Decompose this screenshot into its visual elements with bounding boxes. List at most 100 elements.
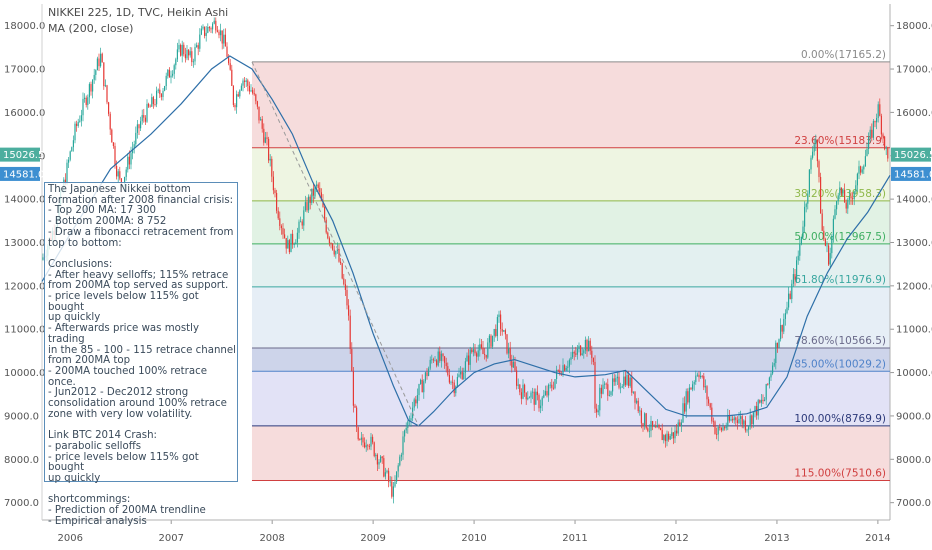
candle-body [397, 465, 399, 472]
candle-body [816, 139, 818, 162]
fib-level-label: 61.80%(11976.9) [794, 274, 886, 286]
candle-body [188, 49, 190, 56]
candle-body [220, 30, 222, 36]
candle-body [368, 446, 370, 447]
candle-body [404, 430, 406, 437]
note-line: - Top 200 MA: 17 300 [48, 205, 156, 217]
price-badge-lower-right [891, 166, 931, 181]
y-tick-label-right: 7000.0 [896, 498, 931, 509]
candle-body [431, 359, 433, 361]
candle-body [132, 148, 134, 154]
note-line: up quickly [48, 312, 101, 324]
candle-body [290, 233, 292, 253]
analysis-note[interactable]: The Japanese Nikkei bottom formation afte… [44, 182, 238, 527]
candle-body [788, 293, 790, 308]
candle-body [440, 353, 442, 361]
candle-body [687, 391, 689, 403]
candle-body [98, 58, 100, 67]
candle-body [191, 51, 193, 63]
candle-body [221, 30, 223, 44]
candle-body [629, 377, 631, 386]
candle-body [266, 137, 268, 139]
candle-body [125, 169, 127, 177]
candle-body [92, 79, 94, 92]
candle-body [530, 392, 532, 398]
candle-body [208, 27, 210, 29]
candle-body [472, 349, 474, 353]
candle-body [634, 391, 636, 403]
candle-body [508, 347, 510, 354]
fib-level-label: 100.00%(8769.9) [794, 413, 886, 425]
candle-body [288, 240, 290, 253]
candle-body [861, 169, 863, 173]
candle-body [309, 196, 311, 203]
candle-body [796, 260, 798, 280]
candle-body [762, 399, 764, 402]
candle-body [573, 351, 575, 354]
note-line: - Prediction of 200MA trendline [48, 505, 206, 517]
candle-body [343, 278, 345, 285]
candle-body [879, 104, 881, 116]
candle-body [260, 119, 262, 121]
candle-body [597, 410, 599, 413]
candle-body [224, 34, 226, 47]
candle-body [860, 166, 862, 173]
candle-body [725, 426, 727, 429]
candle-body [378, 461, 380, 465]
candle-body [572, 351, 574, 358]
candle-body [514, 362, 516, 371]
candle-body [356, 407, 358, 428]
candle-body [544, 391, 546, 395]
candle-body [791, 283, 793, 299]
note-line: shortcommings: [48, 494, 131, 506]
candle-body [636, 400, 638, 403]
candle-body [173, 65, 175, 74]
candle-body [250, 90, 252, 92]
fib-zone [251, 200, 890, 244]
candle-body [69, 151, 71, 160]
candle-body [295, 242, 297, 245]
candle-body [876, 118, 878, 123]
candle-body [300, 221, 302, 223]
candle-body [512, 362, 514, 368]
candle-body [794, 274, 796, 280]
candle-body [692, 384, 694, 390]
candle-body [712, 421, 714, 423]
candle-body [559, 370, 561, 374]
candle-body [245, 80, 247, 82]
candle-body [557, 369, 559, 371]
candle-body [149, 106, 151, 108]
y-tick-label-left: 18000.0 [4, 21, 45, 32]
candle-body [581, 353, 583, 356]
candle-body [578, 345, 580, 349]
candle-body [82, 98, 84, 116]
candle-body [106, 85, 108, 103]
candle-body [471, 349, 473, 353]
candle-body [608, 394, 610, 396]
candle-body [770, 373, 772, 378]
candle-body [316, 184, 318, 187]
candle-body [831, 236, 833, 254]
candle-body [884, 136, 886, 149]
candle-body [743, 420, 745, 425]
candle-body [602, 384, 604, 394]
candle-body [698, 374, 700, 378]
candle-body [271, 158, 273, 177]
candle-body [370, 436, 372, 447]
candle-body [736, 420, 738, 423]
candle-body [696, 374, 698, 376]
candle-body [592, 358, 594, 362]
candle-body [586, 339, 588, 352]
candle-body [215, 20, 217, 31]
x-tick-label: 2014 [865, 533, 890, 544]
candle-body [757, 400, 759, 416]
candle-body [296, 232, 298, 243]
candle-body [143, 115, 145, 118]
note-line: - parabolic selloffs [48, 440, 142, 452]
candle-body [701, 375, 703, 377]
candle-body [114, 145, 116, 166]
candle-body [277, 210, 279, 219]
candle-body [482, 347, 484, 355]
